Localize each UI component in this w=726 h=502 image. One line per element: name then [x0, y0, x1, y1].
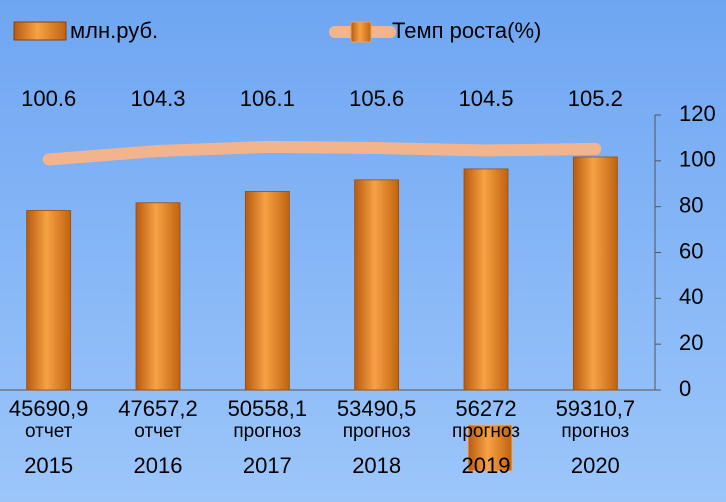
bar	[572, 156, 618, 391]
legend-bar-icon	[13, 21, 67, 41]
bar	[135, 202, 181, 391]
category-note: прогноз	[561, 421, 629, 442]
bar	[244, 190, 290, 391]
decoration	[467, 424, 513, 472]
y2-tick-label: 40	[679, 284, 703, 309]
y2-tick-label: 20	[679, 330, 703, 355]
y2-tick-label: 80	[679, 192, 703, 217]
line	[42, 140, 602, 166]
data-label: 106.1	[240, 86, 295, 111]
bar	[354, 179, 400, 391]
category-note: прогноз	[343, 421, 411, 442]
x-tick-label: 2016	[134, 453, 183, 478]
data-label: 47657,2	[118, 396, 198, 421]
y2-tick-label: 0	[679, 376, 691, 401]
data-label: 50558,1	[228, 396, 308, 421]
y2-tick-label: 120	[679, 101, 716, 126]
bar	[463, 168, 509, 391]
x-tick-label: 2019	[462, 453, 511, 478]
x-tick-label: 2017	[243, 453, 292, 478]
data-label: 100.6	[21, 86, 76, 111]
data-label: 56272	[455, 396, 516, 421]
data-label: 104.5	[458, 86, 513, 111]
data-label: 45690,9	[9, 396, 89, 421]
y2-tick-label: 60	[679, 238, 703, 263]
data-label: 53490,5	[337, 396, 417, 421]
data-label: 104.3	[130, 86, 185, 111]
x-tick-label: 2020	[571, 453, 620, 478]
y2-tick-label: 100	[679, 147, 716, 172]
data-label: 59310,7	[556, 396, 636, 421]
category-note: прогноз	[233, 421, 301, 442]
x-tick-label: 2018	[352, 453, 401, 478]
x-tick-label: 2015	[24, 453, 73, 478]
category-note: отчет	[134, 421, 182, 442]
data-label: 105.2	[568, 86, 623, 111]
legend-label: млн.руб.	[70, 18, 158, 43]
legend-marker-icon	[350, 21, 372, 43]
bar	[26, 210, 72, 391]
category-note: отчет	[25, 421, 73, 442]
category-note: прогноз	[452, 421, 520, 442]
data-label: 105.6	[349, 86, 404, 111]
legend-label: Темп роста(%)	[392, 18, 541, 43]
